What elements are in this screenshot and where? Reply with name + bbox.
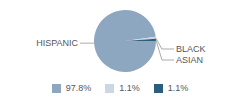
html-text:97.8%: 97.8% — [65, 83, 92, 93]
svg-text:ASIAN: ASIAN — [176, 55, 203, 65]
html-text:1.1%: 1.1% — [119, 83, 140, 93]
svg-text:BLACK: BLACK — [176, 44, 206, 54]
html-text:1.1%: 1.1% — [167, 83, 189, 93]
svg-text:HISPANIC: HISPANIC — [36, 38, 78, 48]
